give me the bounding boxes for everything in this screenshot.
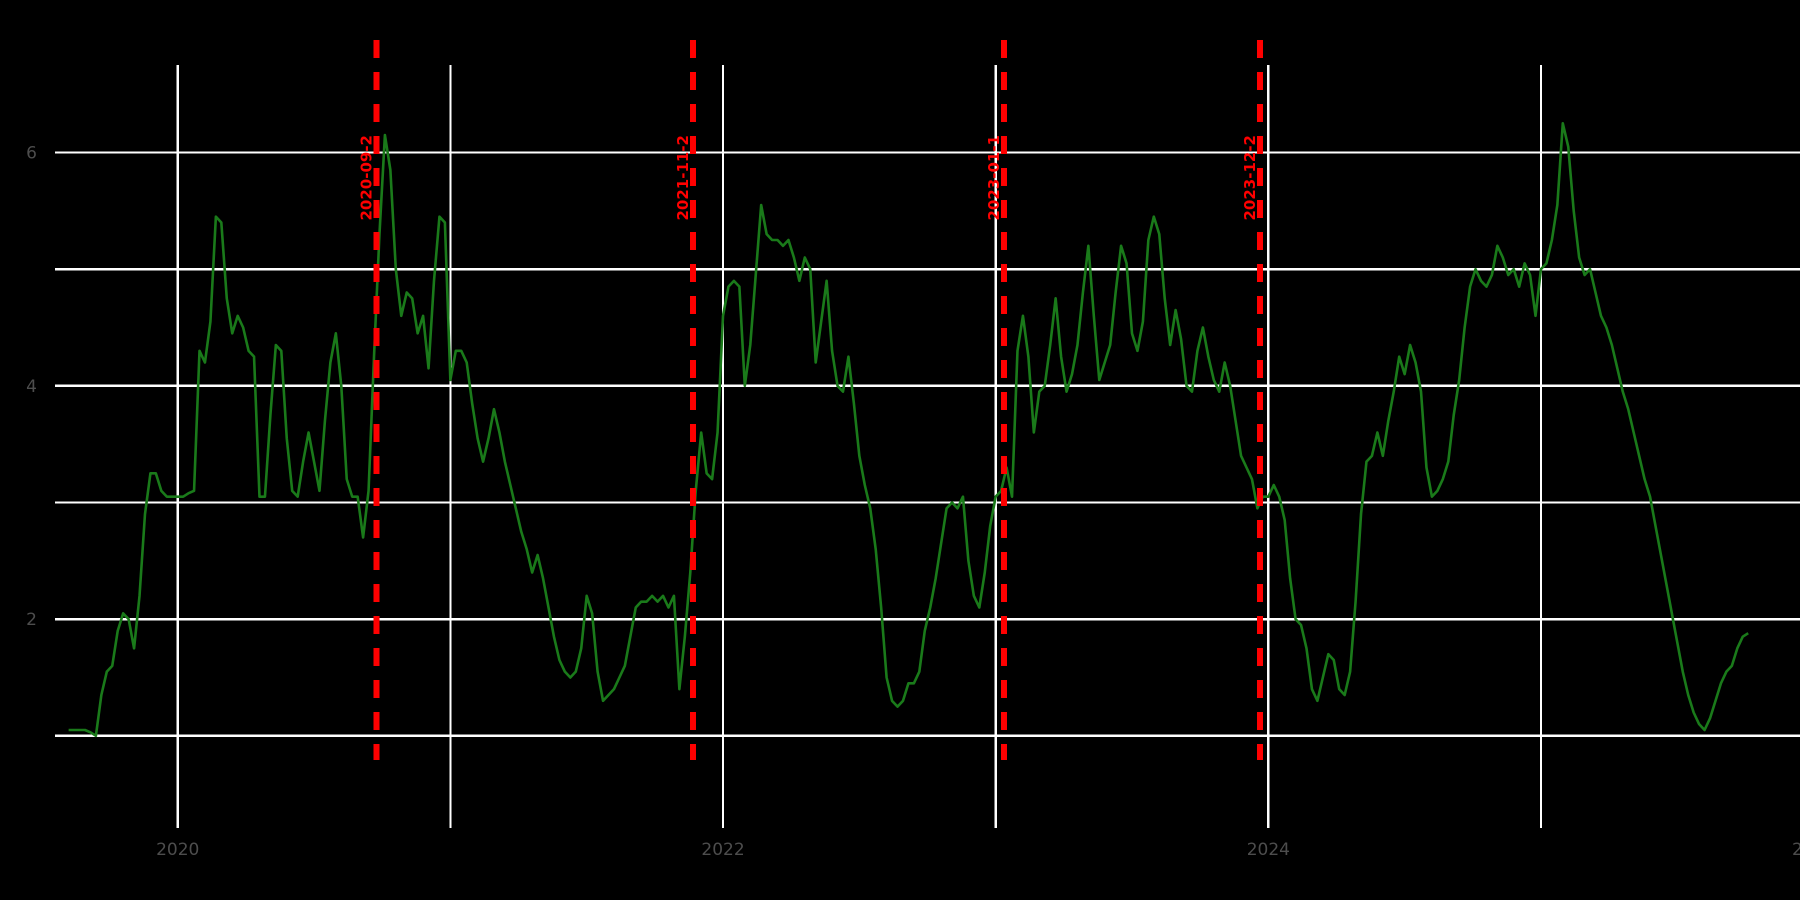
- x-axis-tick-labels: 2020 2022 2024 2026: [156, 840, 1800, 860]
- series-lines: [68, 122, 1749, 738]
- x-axis-tick-label: 2024: [1247, 840, 1290, 860]
- x-axis-tick-label: 2026: [1792, 840, 1800, 860]
- vertical-gridlines: [176, 65, 1543, 800]
- event-marker-labels: 2020-09-2 2021-11-2 2023-01-1 2023-12-2: [358, 135, 1259, 221]
- event-marker-label-3: 2023-12-2: [1241, 135, 1259, 221]
- horizontal-gridlines: [55, 151, 1800, 737]
- series-line-0: [68, 122, 1749, 738]
- event-marker-label-0: 2020-09-2: [358, 135, 376, 221]
- event-marker-label-2: 2023-01-1: [985, 135, 1003, 221]
- event-marker-label-1: 2021-11-2: [674, 135, 692, 221]
- y-axis-tick-labels: 2 4 6: [26, 144, 37, 631]
- y-axis-tick-label: 4: [26, 377, 37, 397]
- event-markers[interactable]: [373, 40, 1264, 760]
- x-axis-tick-label: 2022: [701, 840, 744, 860]
- x-axis-tick-label: 2020: [156, 840, 199, 860]
- x-axis-ticks: [176, 800, 1543, 828]
- y-axis-tick-label: 6: [26, 144, 37, 164]
- y-axis-tick-label: 2: [26, 610, 37, 630]
